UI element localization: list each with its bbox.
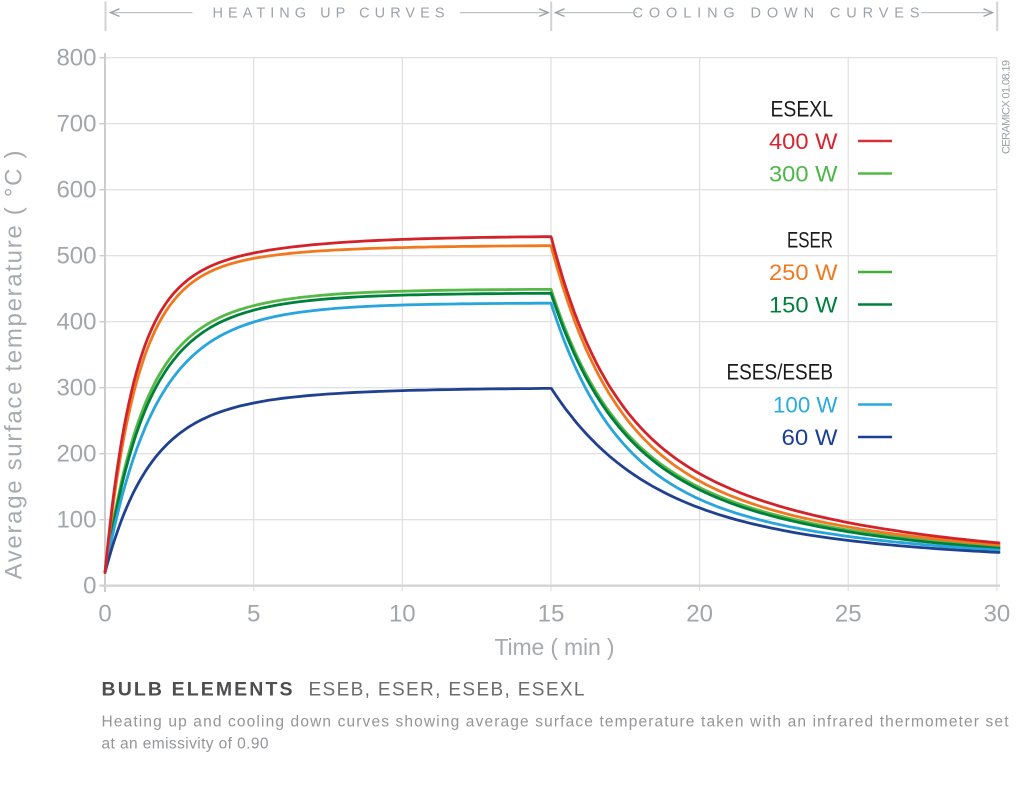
svg-text:300: 300 (56, 375, 96, 402)
svg-text:5: 5 (247, 601, 260, 628)
svg-text:250 W: 250 W (769, 260, 838, 285)
svg-text:25: 25 (835, 601, 862, 628)
svg-text:200: 200 (56, 441, 96, 468)
svg-text:ESES/ESEB: ESES/ESEB (727, 360, 834, 385)
svg-text:0: 0 (83, 573, 96, 600)
svg-text:BULB ELEMENTS: BULB ELEMENTS (102, 679, 293, 701)
svg-text:30: 30 (984, 601, 1011, 628)
svg-text:100 W: 100 W (773, 393, 838, 418)
svg-text:0: 0 (98, 601, 111, 628)
svg-text:at an emissivity of 0.90: at an emissivity of 0.90 (102, 736, 269, 753)
svg-text:20: 20 (686, 601, 713, 628)
svg-text:Time ( min ): Time ( min ) (495, 634, 615, 660)
svg-text:800: 800 (56, 45, 96, 72)
svg-text:Heating up and cooling down cu: Heating up and cooling down curves showi… (102, 714, 1010, 731)
svg-text:100: 100 (56, 507, 96, 534)
svg-text:ESEB, ESER, ESEB, ESEXL: ESEB, ESER, ESEB, ESEXL (309, 680, 585, 701)
svg-text:Average surface temperature (: Average surface temperature ( °C ) (1, 151, 28, 580)
svg-text:10: 10 (389, 601, 416, 628)
svg-text:300 W: 300 W (769, 162, 838, 187)
svg-text:ESEXL: ESEXL (771, 96, 834, 121)
svg-text:HEATING UP CURVES: HEATING UP CURVES (213, 6, 445, 22)
svg-text:600: 600 (56, 177, 96, 204)
svg-text:ESER: ESER (787, 228, 833, 253)
svg-text:15: 15 (538, 601, 565, 628)
svg-text:500: 500 (56, 243, 96, 270)
svg-text:150 W: 150 W (769, 293, 838, 318)
svg-text:400 W: 400 W (769, 129, 838, 154)
svg-text:CERAMICX 01.08.19: CERAMICX 01.08.19 (1001, 60, 1013, 154)
svg-text:400: 400 (56, 309, 96, 336)
svg-text:700: 700 (56, 111, 96, 138)
svg-text:60 W: 60 W (782, 425, 839, 450)
